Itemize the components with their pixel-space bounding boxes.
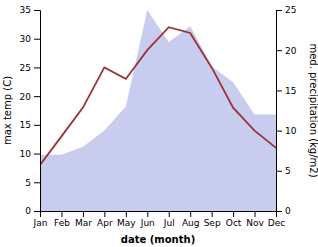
tick-label: Jul: [163, 218, 175, 228]
tick: May: [117, 211, 136, 228]
tick-mark: [276, 171, 282, 172]
tick-mark: [233, 211, 234, 217]
tick-mark: [276, 211, 282, 212]
tick: 15: [276, 86, 296, 96]
tick-mark: [190, 211, 191, 217]
tick-mark: [34, 211, 40, 212]
axis-line: [277, 11, 283, 212]
tick-label: Oct: [226, 218, 242, 228]
x-axis: Jan Feb Mar Apr May Jun Jul Aug Sep Oct Nov Dec: [33, 211, 286, 228]
tick-mark: [276, 90, 282, 91]
tick: 25: [20, 63, 40, 73]
area: [40, 10, 276, 211]
tick-label: Feb: [54, 218, 70, 228]
tick-label: Apr: [97, 218, 113, 228]
tick-mark: [104, 211, 105, 217]
axis-line: [34, 11, 41, 212]
axis-line: [41, 212, 277, 218]
tick-label: 15: [20, 120, 31, 130]
y-axis-title: max temp (C): [2, 76, 13, 145]
tick-mark: [34, 10, 40, 11]
tick-label: 25: [285, 5, 296, 15]
tick: 0: [276, 206, 291, 216]
tick: 10: [276, 126, 297, 136]
tick: 0: [25, 206, 40, 216]
tick: Feb: [54, 211, 70, 228]
tick-mark: [34, 39, 40, 40]
tick-label: 5: [25, 178, 31, 188]
tick: 10: [20, 149, 40, 159]
marks: [40, 10, 276, 211]
tick-mark: [34, 125, 40, 126]
tick: Sep: [204, 211, 221, 228]
tick-label: Mar: [75, 218, 92, 228]
tick-label: 35: [20, 5, 31, 15]
tick-mark: [276, 131, 282, 132]
tick-label: 20: [285, 46, 297, 56]
tick: Aug: [182, 211, 200, 228]
tick: 35: [20, 5, 40, 15]
tick-mark: [34, 67, 40, 68]
tick: Jun: [140, 211, 155, 228]
tick-label: 10: [20, 149, 32, 159]
tick: Dec: [268, 211, 285, 228]
tick: Mar: [75, 211, 92, 228]
tick-mark: [34, 182, 40, 183]
tick-mark: [276, 10, 282, 11]
tick-label: 0: [25, 206, 31, 216]
tick-label: Aug: [182, 218, 200, 228]
tick-label: 0: [285, 206, 291, 216]
plot: JanFebMarAprMayJunJulAugSepOctNovDec0510…: [20, 5, 297, 228]
tick-mark: [169, 211, 170, 217]
tick: 20: [20, 92, 40, 102]
y-axis: 0 5 10 15 20 25 30 35: [20, 5, 41, 216]
tick-mark: [126, 211, 127, 217]
line: [40, 27, 276, 165]
x-axis-title: date (month): [121, 234, 195, 245]
tick-mark: [147, 211, 148, 217]
tick-mark: [212, 211, 213, 217]
y2-axis: 0 5 10 15 20 25: [276, 5, 297, 216]
tick-label: Dec: [268, 218, 285, 228]
tick: 30: [20, 34, 40, 44]
tick-label: Jun: [140, 218, 155, 228]
tick-mark: [83, 211, 84, 217]
tick-label: 30: [20, 34, 32, 44]
tick: Jan: [33, 211, 48, 228]
tick-label: Nov: [246, 218, 264, 228]
tick: Jul: [163, 211, 175, 228]
tick-label: 25: [20, 63, 31, 73]
tick-label: Jan: [33, 218, 48, 228]
tick: Apr: [97, 211, 113, 228]
tick-label: 5: [285, 166, 291, 176]
tick-mark: [34, 154, 40, 155]
tick: 15: [20, 120, 40, 130]
y2-axis-title: med. precipitation (kg/m2): [308, 43, 318, 177]
tick-mark: [255, 211, 256, 217]
tick: 5: [25, 178, 40, 188]
tick-label: 10: [285, 126, 297, 136]
tick-label: 15: [285, 86, 296, 96]
chart: JanFebMarAprMayJunJulAugSepOctNovDec0510…: [0, 0, 318, 247]
tick: 20: [276, 46, 297, 56]
tick-label: 20: [20, 92, 32, 102]
tick: Oct: [226, 211, 242, 228]
tick: 5: [276, 166, 291, 176]
tick-label: May: [117, 218, 136, 228]
tick: Nov: [246, 211, 264, 228]
tick: 25: [276, 5, 296, 15]
tick-label: Sep: [204, 218, 221, 228]
tick-mark: [61, 211, 62, 217]
tick-mark: [34, 96, 40, 97]
tick-mark: [276, 50, 282, 51]
